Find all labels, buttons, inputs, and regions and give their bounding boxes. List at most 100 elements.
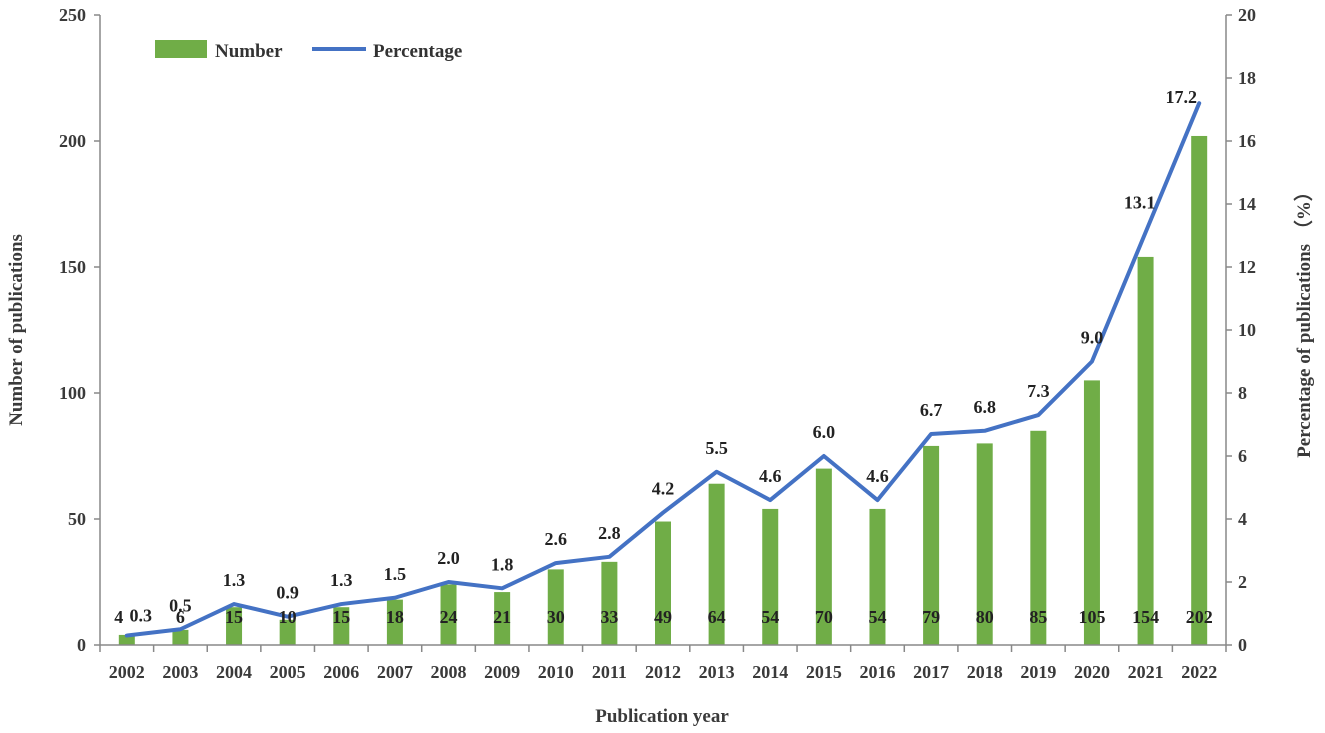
x-tick-label: 2016	[859, 662, 895, 682]
x-tick-label: 2008	[431, 662, 467, 682]
bar-value-label: 15	[225, 607, 243, 627]
x-tick-label: 2019	[1020, 662, 1056, 682]
x-tick-label: 2014	[752, 662, 788, 682]
y2-tick-label: 8	[1238, 383, 1247, 403]
percentage-value-label: 2.6	[545, 529, 568, 549]
bar-2004	[226, 607, 243, 645]
percentage-value-label: 0.9	[276, 583, 299, 603]
x-tick-label: 2022	[1181, 662, 1217, 682]
x-tick-label: 2003	[162, 662, 198, 682]
legend: Number Percentage	[155, 40, 462, 62]
x-tick-label: 2004	[216, 662, 252, 682]
legend-swatch-number	[155, 40, 207, 58]
bar-2017	[923, 445, 940, 645]
x-tick-label: 2009	[484, 662, 520, 682]
percentage-value-label: 1.3	[330, 570, 353, 590]
x-tick-label: 2002	[109, 662, 145, 682]
y2-tick-label: 4	[1238, 509, 1247, 529]
percentage-value-label: 4.6	[759, 466, 782, 486]
percentage-value-label: 6.7	[920, 400, 943, 420]
bar-2016	[869, 508, 886, 645]
bar-value-label: 79	[922, 607, 940, 627]
y-tick-label: 150	[59, 257, 86, 277]
bar-value-label: 33	[600, 607, 618, 627]
bar-value-label: 30	[547, 607, 565, 627]
y2-tick-label: 16	[1238, 131, 1256, 151]
bar-value-label: 15	[332, 607, 350, 627]
bar-value-label: 80	[976, 607, 994, 627]
percentage-value-label: 2.8	[598, 523, 621, 543]
bar-2015	[815, 468, 832, 645]
percentage-value-label: 0.3	[130, 606, 153, 626]
percentage-value-label: 4.6	[866, 466, 889, 486]
percentage-value-label: 1.3	[223, 570, 246, 590]
bar-value-label: 24	[440, 607, 458, 627]
bar-value-label: 6	[176, 607, 185, 627]
bar-2020	[1083, 380, 1100, 645]
y2-tick-label: 10	[1238, 320, 1256, 340]
bar-2013	[708, 483, 725, 645]
percentage-value-label: 4.2	[652, 479, 675, 499]
bar-2003	[172, 629, 189, 645]
x-axis-title: Publication year	[595, 706, 729, 727]
percentage-value-label: 7.3	[1027, 381, 1050, 401]
percentage-value-label: 2.0	[437, 548, 460, 568]
bar-2010	[547, 569, 564, 645]
y2-tick-label: 12	[1238, 257, 1256, 277]
line-series-percentage	[124, 101, 1202, 638]
x-tick-label: 2007	[377, 662, 413, 682]
percentage-value-label: 1.5	[384, 564, 407, 584]
bar-value-label: 64	[708, 607, 726, 627]
bar-2021	[1137, 256, 1154, 645]
percentage-value-label: 6.8	[973, 397, 996, 417]
x-tick-label: 2010	[538, 662, 574, 682]
percentage-value-label: 6.0	[813, 422, 836, 442]
bar-2009	[494, 592, 511, 645]
bar-2006	[333, 607, 350, 645]
bar-2019	[1030, 430, 1047, 645]
bar-value-label: 4	[114, 607, 123, 627]
y2-tick-label: 2	[1238, 572, 1247, 592]
percentage-value-label: 5.5	[705, 438, 728, 458]
y2-tick-label: 0	[1238, 635, 1247, 655]
x-tick-label: 2015	[806, 662, 842, 682]
y2-tick-label: 14	[1238, 194, 1256, 214]
bar-value-label: 10	[279, 607, 297, 627]
x-tick-label: 2013	[699, 662, 735, 682]
x-tick-label: 2006	[323, 662, 359, 682]
y-axis-title: Number of publications	[6, 234, 27, 426]
percentage-value-label: 0.5	[169, 595, 192, 615]
bar-value-label: 70	[815, 607, 833, 627]
bar-value-label: 18	[386, 607, 404, 627]
y-tick-label: 200	[59, 131, 86, 151]
percentage-line	[124, 101, 1202, 638]
bar-2008	[440, 584, 457, 645]
y2-tick-label: 6	[1238, 446, 1247, 466]
x-tick-label: 2017	[913, 662, 949, 682]
bar-2011	[601, 561, 618, 645]
x-tick-label: 2018	[967, 662, 1003, 682]
bar-2002	[118, 634, 135, 645]
x-tick-label: 2012	[645, 662, 681, 682]
x-tick-label: 2005	[270, 662, 306, 682]
y2-axis-title: Percentage of publications （%）	[1292, 182, 1315, 458]
percentage-value-label: 17.2	[1165, 87, 1197, 107]
bar-2022	[1191, 135, 1208, 645]
y-tick-label: 50	[68, 509, 86, 529]
x-tick-label: 2011	[592, 662, 627, 682]
y-tick-label: 0	[77, 635, 86, 655]
y2-tick-label: 20	[1238, 5, 1256, 25]
x-tick-label: 2020	[1074, 662, 1110, 682]
bar-series-number	[118, 135, 1208, 645]
bar-2014	[762, 508, 779, 645]
y-tick-label: 250	[59, 5, 86, 25]
bar-2007	[386, 599, 403, 645]
data-labels: 4 6 15 10 15 18 24 21 30 33 49 64 54 70 54 79 80 85 105 154…	[114, 87, 1212, 627]
legend-label-number: Number	[215, 41, 283, 62]
bar-value-label: 154	[1132, 607, 1159, 627]
bar-2012	[655, 521, 671, 645]
bar-2018	[976, 443, 993, 645]
